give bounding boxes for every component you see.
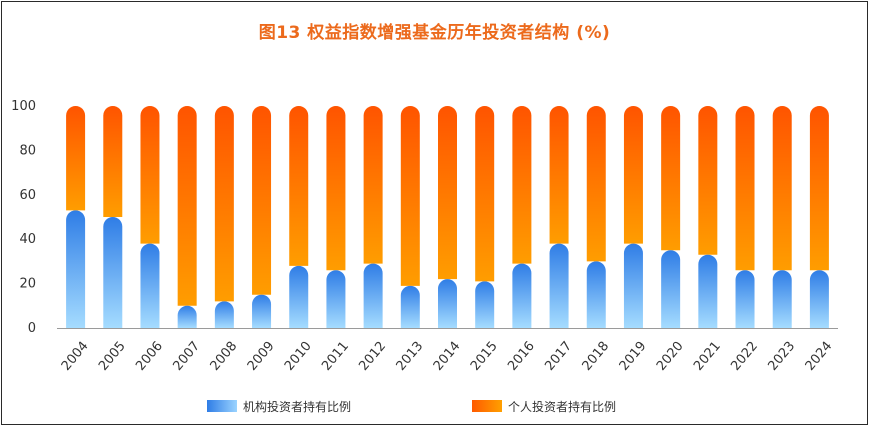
x-tick-label: 2016 [505,339,538,374]
x-tick-label: 2013 [394,339,427,374]
x-tick-label: 2004 [59,339,92,374]
bar-individual-2023 [772,106,792,271]
bar-institutional-2012 [363,263,383,328]
x-tick-label: 2020 [654,339,687,374]
bar-institutional-2022 [735,270,755,328]
bar-institutional-2021 [698,254,718,328]
bar-institutional-2011 [326,270,346,328]
x-tick-label: 2018 [580,339,613,374]
y-tick-label: 60 [19,188,36,203]
bar-individual-2018 [586,106,606,262]
x-tick-label: 2012 [356,339,389,374]
y-tick-label: 20 [19,277,36,292]
legend-item-individual: 个人投资者持有比例 [472,398,616,414]
chart-title: 图13 权益指数增强基金历年投资者结构 (%) [258,23,611,43]
x-tick-label: 2009 [245,339,278,374]
y-tick-label: 80 [19,143,36,158]
bar-individual-2015 [475,106,495,282]
bar-individual-2014 [438,106,457,280]
bar-institutional-2014 [438,279,457,328]
bar-individual-2020 [661,106,681,251]
y-tick-label: 40 [19,232,36,247]
bar-institutional-2009 [252,294,272,328]
bar-institutional-2005 [103,217,123,328]
bar-individual-2021 [698,106,718,255]
x-tick-label: 2023 [765,339,798,374]
bar-individual-2016 [512,106,532,264]
bar-individual-2008 [214,106,234,302]
bar-institutional-2018 [586,261,606,328]
bar-individual-2012 [363,106,383,264]
bar-individual-2007 [177,106,197,306]
legend-label-institutional: 机构投资者持有比例 [243,399,352,414]
legend-label-individual: 个人投资者持有比例 [508,399,617,414]
bar-institutional-2024 [809,270,829,328]
bar-individual-2024 [809,106,829,271]
bar-institutional-2008 [214,301,234,328]
x-tick-label: 2024 [803,339,836,374]
bar-individual-2006 [140,106,160,244]
bar-individual-2013 [400,106,420,286]
x-tick-label: 2006 [133,339,166,374]
bar-individual-2022 [735,106,755,271]
x-tick-label: 2021 [691,339,724,374]
bar-individual-2019 [623,106,643,244]
x-tick-label: 2015 [468,339,501,374]
legend-item-institutional: 机构投资者持有比例 [207,398,351,414]
bar-institutional-2019 [623,243,643,328]
bar-institutional-2020 [661,250,681,328]
x-tick-label: 2022 [728,339,761,374]
bar-individual-2009 [252,106,272,295]
y-tick-label: 0 [28,321,36,336]
bar-institutional-2013 [400,285,420,328]
x-tick-label: 2017 [542,339,575,374]
legend-swatch-individual [472,400,502,412]
legend-swatch-institutional [207,400,237,412]
x-tick-label: 2011 [319,339,352,374]
bar-institutional-2016 [512,263,532,328]
bar-individual-2005 [103,106,123,217]
x-tick-label: 2005 [96,339,129,374]
bar-institutional-2004 [66,210,86,328]
bar-individual-2017 [549,106,569,244]
bar-individual-2010 [289,106,309,266]
x-tick-label: 2014 [431,339,464,374]
bar-institutional-2023 [772,270,792,328]
x-tick-label: 2010 [282,339,315,374]
bar-institutional-2007 [177,305,197,328]
x-tick-label: 2007 [170,339,203,374]
bar-institutional-2017 [549,243,569,328]
bar-individual-2011 [326,106,346,271]
bar-institutional-2006 [140,243,160,328]
x-tick-label: 2019 [617,339,650,374]
bar-institutional-2010 [289,265,309,328]
y-tick-label: 100 [11,99,36,114]
x-tick-label: 2008 [208,339,241,374]
bar-institutional-2015 [475,281,495,328]
bar-individual-2004 [66,106,86,211]
